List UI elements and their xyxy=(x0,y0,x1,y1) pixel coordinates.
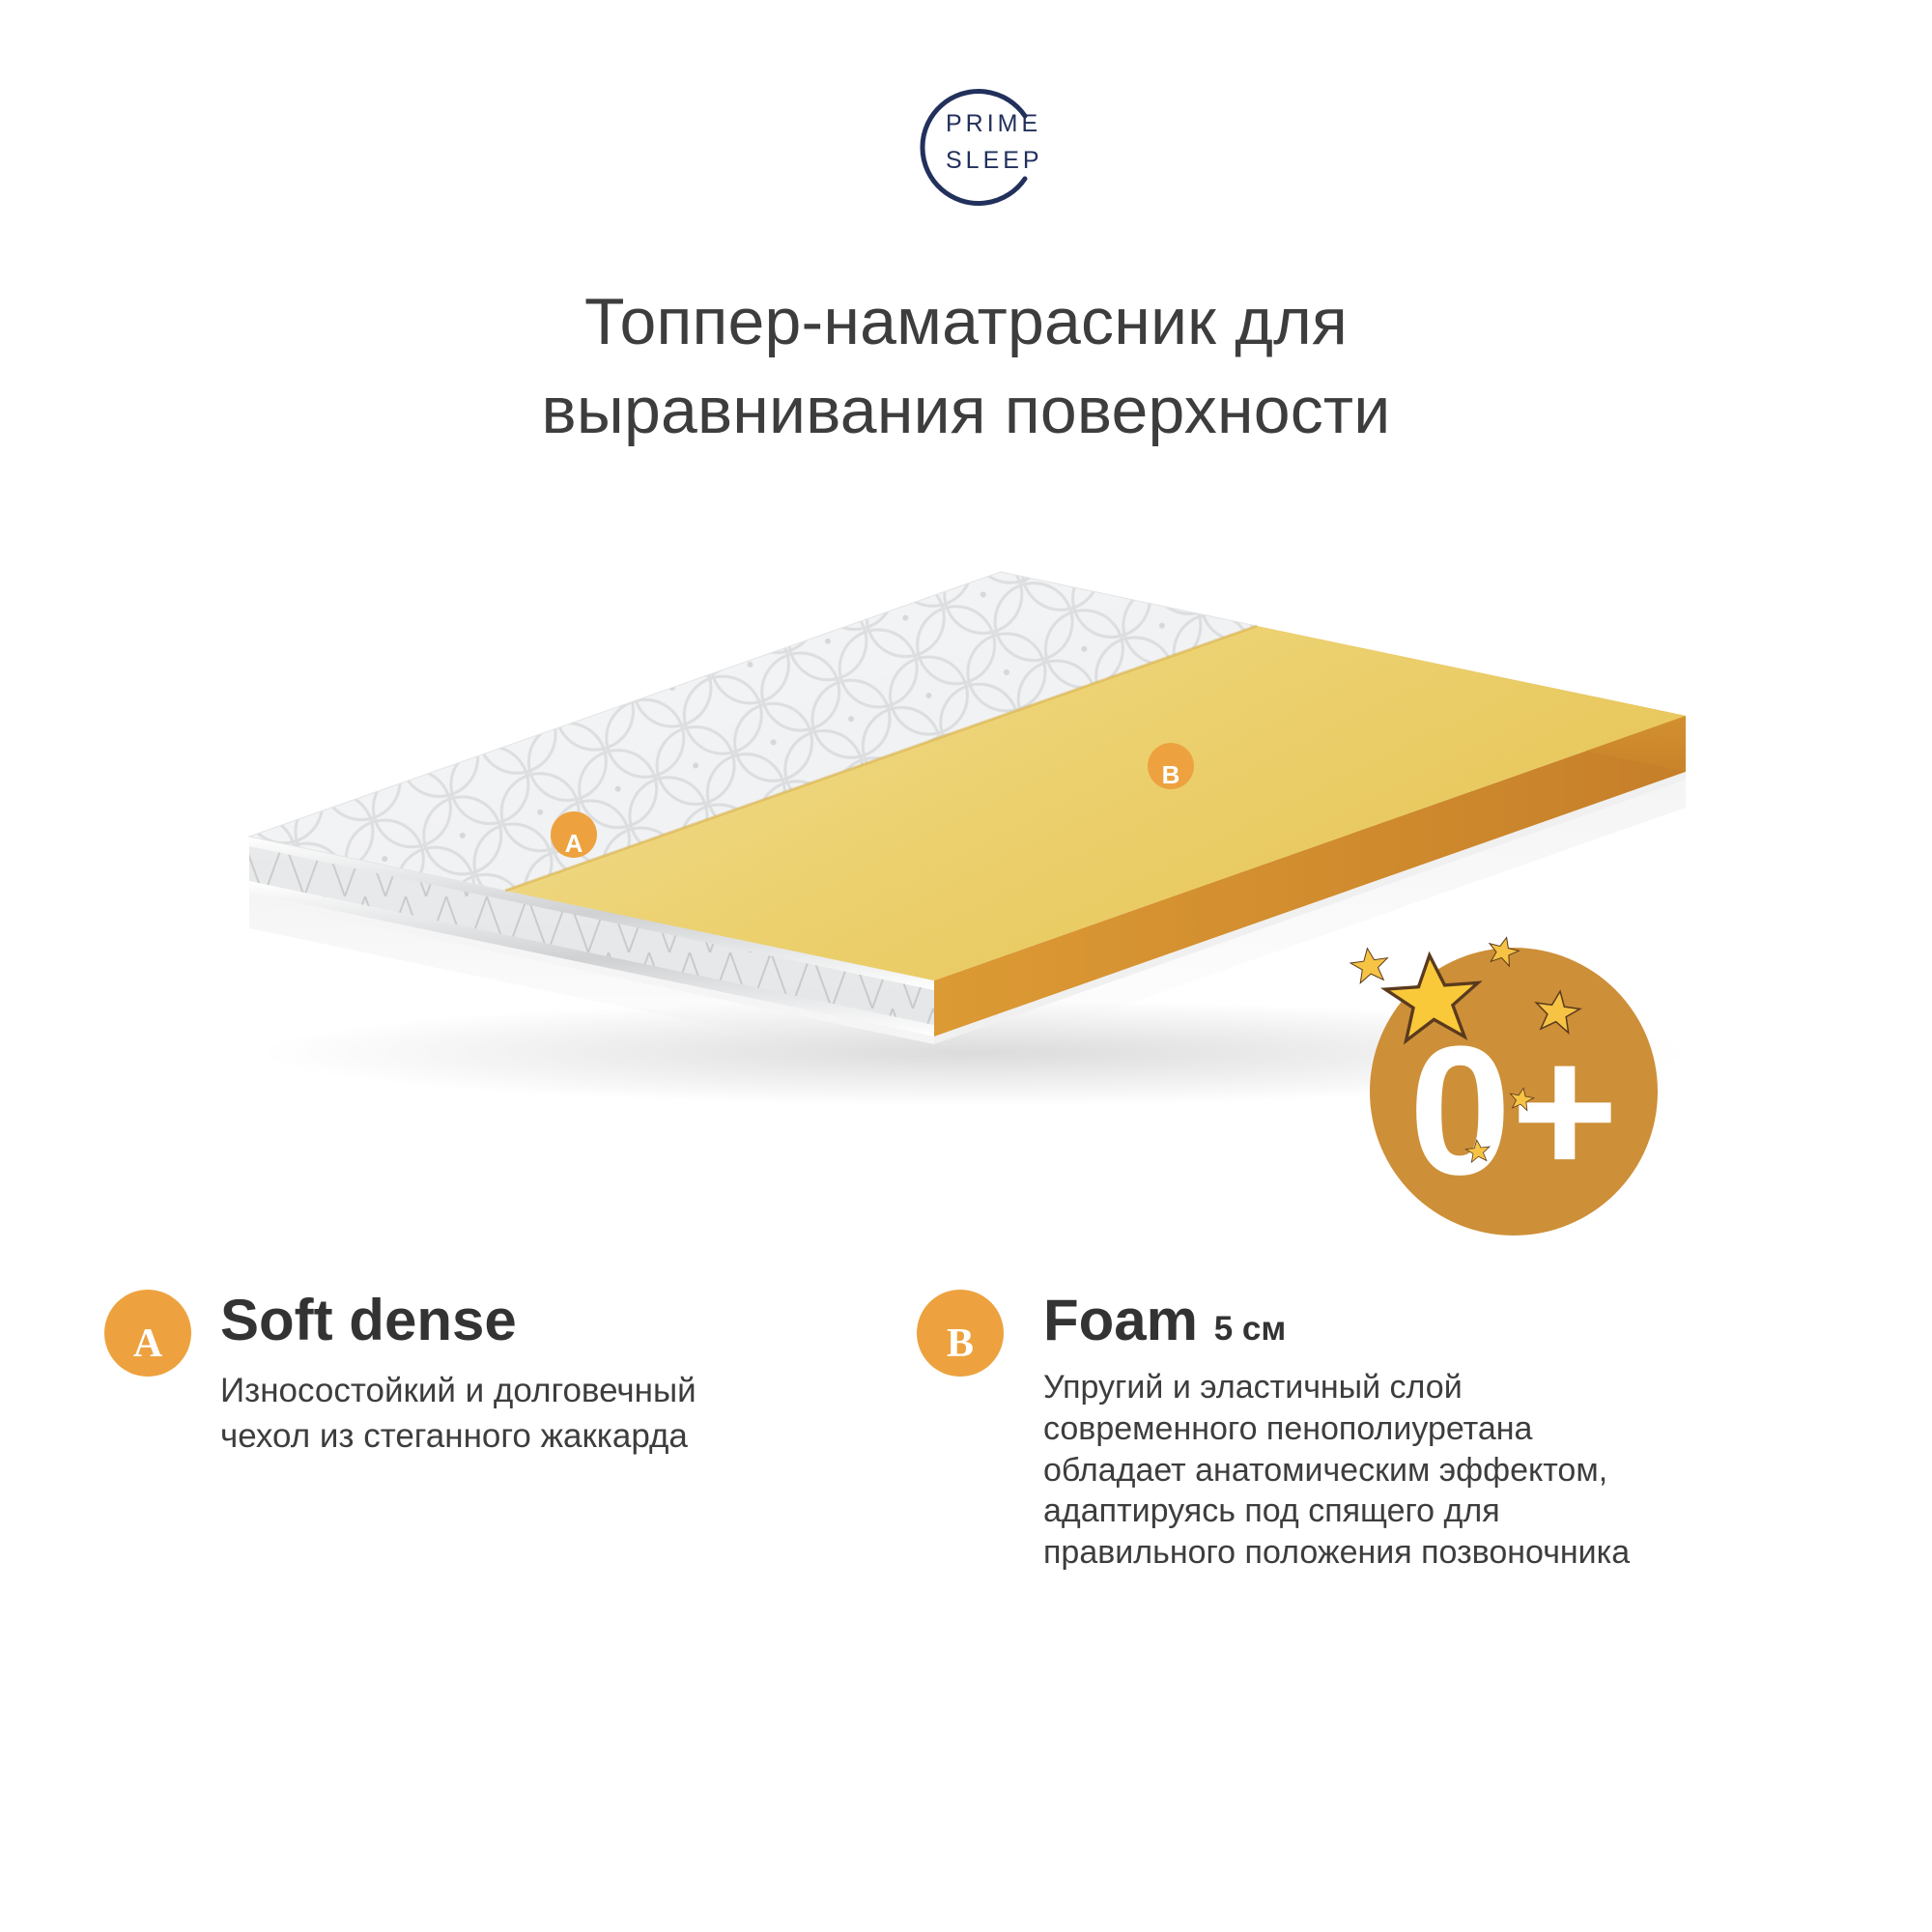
svg-text:B: B xyxy=(947,1321,974,1366)
svg-text:0+: 0+ xyxy=(1409,1009,1619,1213)
svg-text:A: A xyxy=(133,1321,163,1366)
